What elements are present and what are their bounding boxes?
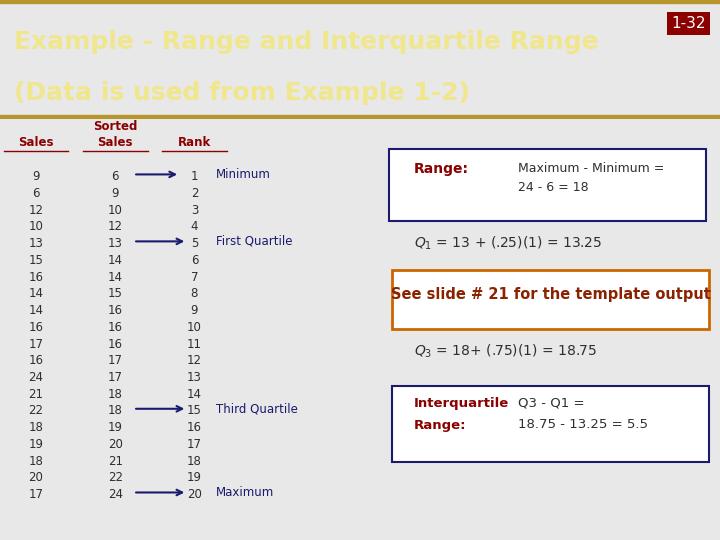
Text: Interquartile: Interquartile <box>414 397 509 410</box>
Text: 15: 15 <box>29 254 43 267</box>
Text: 14: 14 <box>29 304 43 317</box>
Text: 15: 15 <box>108 287 122 300</box>
Text: 7: 7 <box>191 271 198 284</box>
Text: Range:: Range: <box>414 162 469 176</box>
Text: 12: 12 <box>187 354 202 367</box>
Text: 20: 20 <box>187 488 202 501</box>
Text: 11: 11 <box>187 338 202 350</box>
Text: 16: 16 <box>108 321 122 334</box>
Text: Rank: Rank <box>178 136 211 148</box>
Text: 20: 20 <box>29 471 43 484</box>
Text: 20: 20 <box>108 438 122 451</box>
Text: 10: 10 <box>187 321 202 334</box>
Text: 1-32: 1-32 <box>671 16 706 31</box>
FancyBboxPatch shape <box>392 386 709 462</box>
Text: 18: 18 <box>187 455 202 468</box>
Text: Range:: Range: <box>414 418 467 431</box>
Text: 14: 14 <box>187 388 202 401</box>
Text: $Q_1$ = 13 + (.25)(1) = 13.25: $Q_1$ = 13 + (.25)(1) = 13.25 <box>414 235 602 252</box>
FancyBboxPatch shape <box>392 270 709 329</box>
Text: 1: 1 <box>191 170 198 183</box>
Text: 13: 13 <box>29 237 43 250</box>
Text: 18.75 - 13.25 = 5.5: 18.75 - 13.25 = 5.5 <box>518 418 649 431</box>
Text: 18: 18 <box>29 455 43 468</box>
Text: 13: 13 <box>108 237 122 250</box>
Text: See slide # 21 for the template output: See slide # 21 for the template output <box>391 287 711 302</box>
Text: 16: 16 <box>187 421 202 434</box>
Text: 14: 14 <box>108 271 122 284</box>
Text: 6: 6 <box>191 254 198 267</box>
Text: 15: 15 <box>187 404 202 417</box>
Text: 14: 14 <box>29 287 43 300</box>
Text: 9: 9 <box>191 304 198 317</box>
Text: 17: 17 <box>29 488 43 501</box>
Text: 17: 17 <box>108 371 122 384</box>
Text: Maximum - Minimum =: Maximum - Minimum = <box>518 162 665 175</box>
Text: 24 - 6 = 18: 24 - 6 = 18 <box>518 181 589 194</box>
Text: $Q_3$ = 18+ (.75)(1) = 18.75: $Q_3$ = 18+ (.75)(1) = 18.75 <box>414 343 597 360</box>
Text: 13: 13 <box>187 371 202 384</box>
Text: 9: 9 <box>32 170 40 183</box>
Text: 3: 3 <box>191 204 198 217</box>
Text: 21: 21 <box>108 455 122 468</box>
Text: 2: 2 <box>191 187 198 200</box>
Text: 19: 19 <box>187 471 202 484</box>
Text: 19: 19 <box>29 438 43 451</box>
Text: 14: 14 <box>108 254 122 267</box>
Text: 5: 5 <box>191 237 198 250</box>
Text: 18: 18 <box>108 404 122 417</box>
Text: (Data is used from Example 1-2): (Data is used from Example 1-2) <box>14 80 470 105</box>
Text: Example - Range and Interquartile Range: Example - Range and Interquartile Range <box>14 30 599 53</box>
Text: 24: 24 <box>108 488 122 501</box>
Text: 16: 16 <box>29 271 43 284</box>
Text: Third Quartile: Third Quartile <box>216 402 298 415</box>
Text: 8: 8 <box>191 287 198 300</box>
Text: 10: 10 <box>108 204 122 217</box>
Text: 17: 17 <box>29 338 43 350</box>
FancyBboxPatch shape <box>389 148 706 221</box>
Text: 24: 24 <box>29 371 43 384</box>
Text: Maximum: Maximum <box>216 486 274 499</box>
Text: 19: 19 <box>108 421 122 434</box>
Text: 17: 17 <box>187 438 202 451</box>
Text: 6: 6 <box>32 187 40 200</box>
Text: 22: 22 <box>29 404 43 417</box>
Text: 18: 18 <box>29 421 43 434</box>
Text: 17: 17 <box>108 354 122 367</box>
Text: 10: 10 <box>29 220 43 233</box>
Text: Sorted
Sales: Sorted Sales <box>93 120 138 148</box>
Text: Minimum: Minimum <box>216 168 271 181</box>
Text: Q3 - Q1 =: Q3 - Q1 = <box>518 397 585 410</box>
Text: 16: 16 <box>29 321 43 334</box>
Text: 16: 16 <box>108 304 122 317</box>
Text: 22: 22 <box>108 471 122 484</box>
Text: 4: 4 <box>191 220 198 233</box>
Text: 16: 16 <box>29 354 43 367</box>
Text: 12: 12 <box>108 220 122 233</box>
Text: 12: 12 <box>29 204 43 217</box>
Text: 6: 6 <box>112 170 119 183</box>
Text: Sales: Sales <box>18 136 54 148</box>
Text: 18: 18 <box>108 388 122 401</box>
Text: 16: 16 <box>108 338 122 350</box>
Text: 9: 9 <box>112 187 119 200</box>
Text: First Quartile: First Quartile <box>216 235 292 248</box>
Text: 21: 21 <box>29 388 43 401</box>
